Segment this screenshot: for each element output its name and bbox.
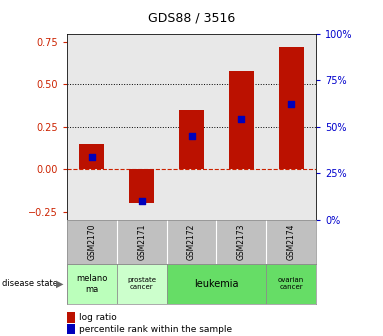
Bar	[167, 264, 266, 304]
Text: melano
ma: melano ma	[76, 274, 108, 294]
Text: GSM2174: GSM2174	[286, 224, 296, 260]
Bar	[79, 144, 104, 169]
Text: GSM2172: GSM2172	[187, 224, 196, 260]
Text: leukemia: leukemia	[194, 279, 239, 289]
Bar	[179, 110, 204, 169]
Text: GSM2170: GSM2170	[87, 224, 97, 260]
Point	[89, 154, 95, 159]
Text: prostate
cancer: prostate cancer	[127, 278, 156, 290]
Bar	[279, 47, 303, 169]
Text: log ratio: log ratio	[79, 313, 117, 322]
Text: ovarian
cancer: ovarian cancer	[278, 278, 304, 290]
Bar	[129, 169, 154, 203]
Point	[188, 133, 195, 139]
Text: GSM2171: GSM2171	[137, 224, 146, 260]
Point	[238, 117, 244, 122]
Text: GSM2173: GSM2173	[237, 224, 246, 260]
Text: ▶: ▶	[56, 279, 63, 289]
Text: disease state: disease state	[2, 280, 58, 288]
Text: GDS88 / 3516: GDS88 / 3516	[148, 12, 235, 25]
Bar	[229, 71, 254, 169]
Bar	[67, 264, 117, 304]
Bar	[266, 264, 316, 304]
Text: percentile rank within the sample: percentile rank within the sample	[79, 325, 232, 334]
Point	[139, 199, 145, 204]
Point	[288, 102, 294, 107]
Bar	[117, 264, 167, 304]
